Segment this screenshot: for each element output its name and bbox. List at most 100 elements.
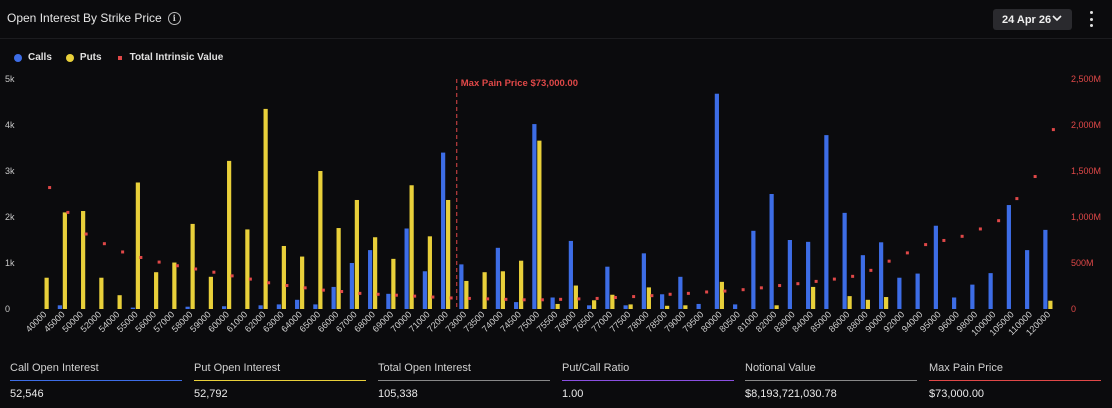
- expiry-date-select[interactable]: 24 Apr 26: [993, 9, 1072, 30]
- call-bar: [1006, 205, 1011, 309]
- intrinsic-value-point: [157, 260, 161, 264]
- y-left-tick-label: 3k: [5, 166, 15, 176]
- put-bar: [354, 199, 359, 309]
- intrinsic-value-point: [358, 291, 362, 295]
- call-bar: [988, 273, 993, 309]
- stat-value: 52,792: [194, 388, 228, 400]
- put-bar: [336, 228, 341, 309]
- intrinsic-value-point: [194, 267, 198, 271]
- legend-calls[interactable]: Calls: [14, 52, 52, 63]
- intrinsic-value-point: [84, 232, 88, 236]
- stat-notional: Notional Value $8,193,721,030.78: [745, 362, 917, 400]
- max-pain-label: Max Pain Price $73,000.00: [461, 78, 578, 89]
- y-right-tick-label: 0: [1071, 304, 1076, 314]
- stat-label: Max Pain Price: [929, 362, 1101, 381]
- intrinsic-value-point: [705, 290, 709, 294]
- call-bar: [897, 277, 902, 309]
- intrinsic-value-point: [796, 282, 800, 286]
- page-title: Open Interest By Strike Price i: [7, 11, 181, 25]
- call-bar: [532, 124, 537, 309]
- info-icon[interactable]: i: [167, 11, 181, 25]
- y-right-tick-label: 500M: [1071, 258, 1094, 268]
- chart-legend: Calls Puts Total Intrinsic Value: [14, 52, 223, 63]
- put-bar: [62, 212, 67, 309]
- put-bar: [719, 281, 724, 309]
- intrinsic-value-point: [942, 238, 946, 242]
- put-bar: [190, 223, 195, 309]
- open-interest-chart: 0 1k 2k 3k 4k 5k 0 500M 1,000M 1,500M 2,000M 2,500M…: [5, 74, 1101, 338]
- put-bar: [227, 160, 232, 309]
- put-bar: [555, 303, 560, 309]
- intrinsic-value-point: [522, 298, 526, 302]
- intrinsic-value-point: [686, 291, 690, 295]
- legend-puts[interactable]: Puts: [65, 52, 102, 63]
- call-bar: [769, 194, 774, 309]
- intrinsic-value-point: [1033, 175, 1037, 179]
- call-bar: [587, 305, 592, 309]
- intrinsic-value-point: [905, 251, 909, 255]
- intrinsic-value-point: [595, 296, 599, 300]
- intrinsic-value-point: [285, 284, 289, 288]
- put-bar: [172, 262, 177, 309]
- stat-label: Total Open Interest: [378, 362, 550, 381]
- put-bar: [884, 297, 889, 309]
- intrinsic-value-point: [376, 292, 380, 296]
- puts-swatch-icon: [65, 53, 74, 62]
- call-bar: [733, 304, 738, 309]
- call-bar: [860, 255, 865, 309]
- y-left-tick-label: 4k: [5, 120, 15, 130]
- call-bar: [185, 306, 190, 309]
- intrinsic-value-point: [1015, 197, 1019, 201]
- stat-value: 105,338: [378, 388, 418, 400]
- chart-header: Open Interest By Strike Price i 24 Apr 2…: [0, 0, 1112, 39]
- put-bar: [519, 260, 524, 309]
- call-bar: [514, 302, 519, 309]
- intrinsic-value-point: [559, 297, 563, 301]
- call-bar: [970, 284, 975, 309]
- call-bar: [386, 293, 391, 309]
- stat-label: Put Open Interest: [194, 362, 366, 381]
- intrinsic-value-point: [230, 274, 234, 278]
- put-bar: [683, 305, 688, 309]
- put-bar: [263, 108, 268, 310]
- intrinsic-value-point: [814, 279, 818, 283]
- put-bar: [44, 277, 49, 309]
- put-bar: [300, 256, 305, 309]
- more-options-icon[interactable]: [1087, 11, 1095, 27]
- call-bar: [57, 305, 62, 309]
- call-bar: [952, 297, 957, 309]
- intrinsic-value-point: [540, 298, 544, 302]
- call-bar: [222, 306, 227, 309]
- y-right-tick-label: 2,000M: [1071, 120, 1101, 130]
- put-bar: [537, 140, 542, 309]
- put-bar: [847, 296, 852, 309]
- put-bar: [135, 182, 140, 309]
- put-bar: [774, 305, 779, 309]
- y-left-tick-label: 1k: [5, 258, 15, 268]
- call-bar: [550, 297, 555, 309]
- put-bar: [646, 287, 651, 309]
- legend-puts-label: Puts: [79, 52, 102, 63]
- intrinsic-value-point: [997, 219, 1001, 223]
- call-bar: [422, 271, 427, 309]
- call-bar: [696, 303, 701, 309]
- chart-title: Open Interest By Strike Price: [7, 11, 162, 25]
- intrinsic-value-point: [486, 297, 490, 301]
- stat-max-pain: Max Pain Price $73,000.00: [929, 362, 1101, 400]
- call-bar: [459, 264, 464, 309]
- stat-label: Notional Value: [745, 362, 917, 381]
- put-bar: [409, 185, 414, 309]
- call-bar: [130, 307, 135, 309]
- calls-swatch-icon: [14, 53, 22, 62]
- intrinsic-value-point: [668, 292, 672, 296]
- legend-intrinsic[interactable]: Total Intrinsic Value: [116, 52, 223, 63]
- stat-value: $8,193,721,030.78: [745, 388, 837, 400]
- put-bar: [500, 271, 505, 309]
- call-bar: [623, 305, 628, 309]
- intrinsic-value-point: [924, 243, 928, 247]
- call-bar: [605, 266, 610, 309]
- intrinsic-value-point: [504, 297, 508, 301]
- legend-calls-label: Calls: [28, 52, 52, 63]
- y-left-tick-label: 0: [5, 304, 10, 314]
- intrinsic-value-point: [723, 289, 727, 293]
